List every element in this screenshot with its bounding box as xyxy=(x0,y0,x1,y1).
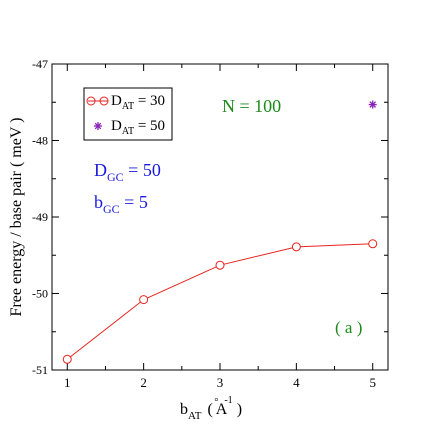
legend-label-dat30: DAT = 30 xyxy=(111,93,165,112)
legend-label-dat50: DAT = 50 xyxy=(111,118,165,137)
x-tick-label: 5 xyxy=(369,375,376,390)
legend-box xyxy=(83,87,173,141)
y-tick-label: -50 xyxy=(32,287,48,301)
y-axis-label: Free energy / base pair ( meV ) xyxy=(8,118,25,317)
data-point xyxy=(368,100,377,109)
y-axis-ticks: -51 -50 -49 -48 -47 xyxy=(32,57,388,377)
x-axis-ticks: 1 2 3 4 5 xyxy=(64,64,376,390)
y-tick-label: -49 xyxy=(32,210,48,224)
x-tick-label: 4 xyxy=(293,375,300,390)
x-tick-label: 1 xyxy=(64,375,71,390)
legend-marker-dat30-b xyxy=(99,96,109,106)
bgc-annotation: bGC = 5 xyxy=(94,192,148,216)
data-point xyxy=(215,260,225,270)
x-axis-label: bAT(A° -1) xyxy=(180,395,242,422)
data-point xyxy=(139,295,149,305)
x-tick-label: 2 xyxy=(140,375,147,390)
x-tick-label: 3 xyxy=(217,375,224,390)
legend-asterisk-glyph xyxy=(94,122,102,130)
y-tick-label: -51 xyxy=(32,363,48,377)
legend-marker-dat50 xyxy=(94,122,102,130)
dgc-annotation: DGC = 50 xyxy=(94,160,161,184)
data-point xyxy=(291,242,301,252)
legend-marker-dat30 xyxy=(86,96,96,106)
y-tick-label: -47 xyxy=(32,57,48,71)
series-layer xyxy=(62,100,378,364)
data-point xyxy=(62,354,72,364)
panel-label: ( a ) xyxy=(335,318,362,337)
n-annotation: N = 100 xyxy=(222,96,281,116)
data-point xyxy=(368,239,378,249)
legend: DAT = 30 DAT = 50 xyxy=(83,87,173,141)
y-tick-label: -48 xyxy=(32,134,48,148)
